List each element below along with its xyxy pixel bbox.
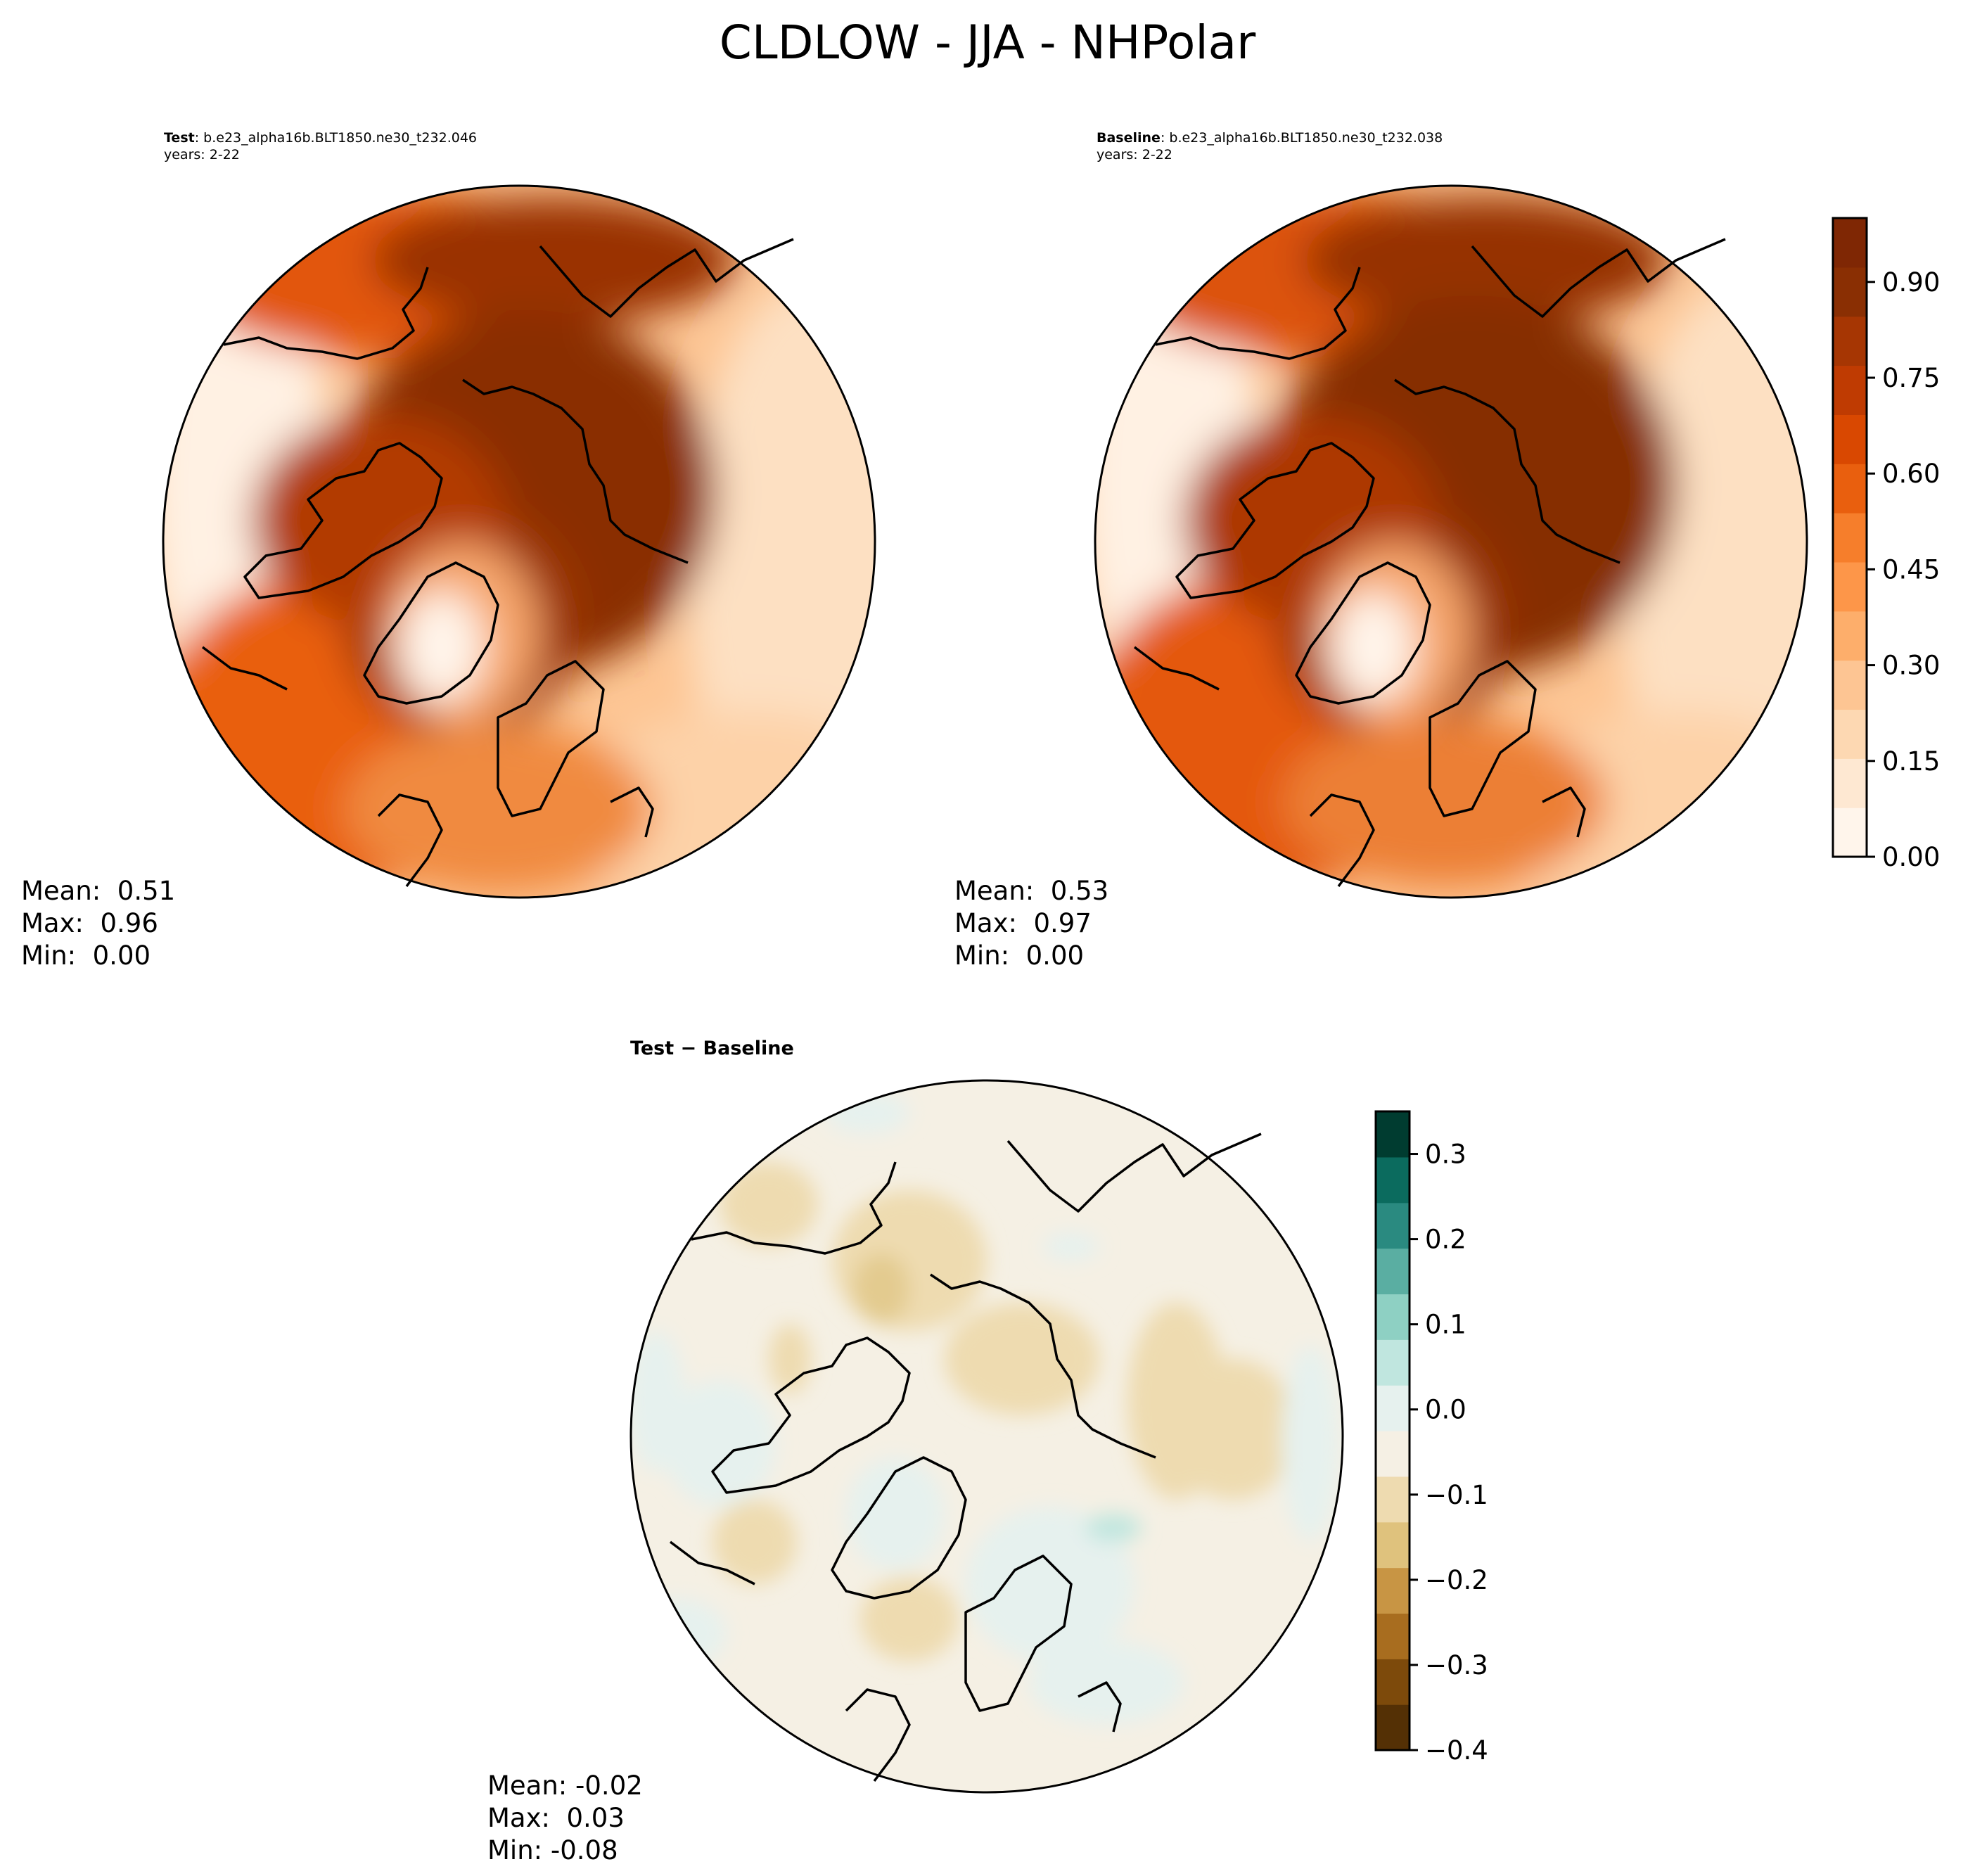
test-stats: Mean: 0.51 Max: 0.96 Min: 0.00 <box>21 875 175 972</box>
brbg-colorbar-segment <box>1376 1202 1410 1249</box>
brbg-colorbar-segment <box>1376 1567 1410 1614</box>
difference-map <box>629 1079 1344 1794</box>
oranges-colorbar-segment <box>1833 611 1867 661</box>
brbg-colorbar-segment <box>1376 1294 1410 1340</box>
brbg-colorbar-segment <box>1376 1156 1410 1204</box>
baseline-label-case: : b.e23_alpha16b.BLT1850.ne30_t232.038 <box>1160 130 1443 146</box>
brbg-colorbar-segment <box>1376 1704 1410 1751</box>
baseline-mean: Mean: 0.53 <box>954 876 1109 906</box>
test-label-bold: Test <box>164 130 195 146</box>
oranges-colorbar-segment <box>1833 660 1867 710</box>
brbg-colorbar-tick-label: −0.3 <box>1425 1650 1488 1680</box>
baseline-map-border <box>1094 184 1808 899</box>
oranges-colorbar-tick-label: 0.60 <box>1882 459 1940 489</box>
test-years: years: 2-22 <box>164 147 240 162</box>
baseline-max: Max: 0.97 <box>954 908 1092 938</box>
oranges-colorbar-tick-label: 0.45 <box>1882 554 1940 585</box>
oranges-colorbar-segment <box>1833 316 1867 366</box>
baseline-years: years: 2-22 <box>1097 147 1172 162</box>
brbg-colorbar-segment <box>1376 1111 1410 1158</box>
oranges-colorbar-segment <box>1833 758 1867 808</box>
difference-stats: Mean: -0.02 Max: 0.03 Min: -0.08 <box>487 1770 643 1867</box>
test-max: Max: 0.96 <box>21 908 158 938</box>
brbg-colorbar-segment <box>1376 1521 1410 1569</box>
brbg-colorbar-segment <box>1376 1385 1410 1431</box>
difference-max: Max: 0.03 <box>487 1803 625 1833</box>
baseline-stats: Mean: 0.53 Max: 0.97 Min: 0.00 <box>954 875 1108 972</box>
brbg-colorbar-segment <box>1376 1248 1410 1295</box>
brbg-colorbar-outline <box>1374 1110 1411 1751</box>
oranges-colorbar-tick-label: 0.00 <box>1882 842 1940 872</box>
oranges-colorbar-segment <box>1833 709 1867 759</box>
test-min: Min: 0.00 <box>21 940 151 971</box>
baseline-map <box>1094 184 1808 899</box>
test-panel-label: Test: b.e23_alpha16b.BLT1850.ne30_t232.0… <box>164 129 477 163</box>
brbg-colorbar: −0.4 −0.3 −0.2 −0.1 0.0 0.1 0.2 0.3 <box>1374 1110 1488 1766</box>
oranges-colorbar-segment <box>1833 267 1867 317</box>
oranges-colorbar-segment <box>1833 808 1867 857</box>
baseline-coastlines <box>1133 238 1726 888</box>
test-map-border <box>162 184 876 899</box>
brbg-colorbar-tick-label: −0.4 <box>1425 1735 1488 1766</box>
test-coastlines <box>201 238 794 888</box>
brbg-colorbar-segment <box>1376 1476 1410 1523</box>
brbg-colorbar-tick-label: −0.1 <box>1425 1480 1488 1510</box>
brbg-colorbar-tick-label: 0.0 <box>1425 1395 1466 1425</box>
difference-map-border <box>629 1079 1344 1794</box>
oranges-colorbar-segment <box>1833 365 1867 415</box>
oranges-colorbar-tick-label: 0.30 <box>1882 651 1940 681</box>
oranges-colorbar-tick-label: 0.90 <box>1882 267 1940 298</box>
figure-title: CLDLOW - JJA - NHPolar <box>719 15 1256 70</box>
test-map <box>162 184 876 899</box>
test-label-case: : b.e23_alpha16b.BLT1850.ne30_t232.046 <box>194 130 478 146</box>
difference-mean: Mean: -0.02 <box>487 1770 643 1801</box>
brbg-colorbar-tick-label: 0.3 <box>1425 1140 1466 1170</box>
oranges-colorbar-segment <box>1833 561 1867 612</box>
oranges-colorbar-outline <box>1832 217 1868 858</box>
baseline-label-bold: Baseline <box>1097 130 1161 146</box>
oranges-colorbar-tick-label: 0.75 <box>1882 363 1940 393</box>
baseline-min: Min: 0.00 <box>954 940 1085 971</box>
brbg-colorbar-segment <box>1376 1339 1410 1386</box>
baseline-panel-label: Baseline: b.e23_alpha16b.BLT1850.ne30_t2… <box>1097 129 1443 163</box>
brbg-colorbar-tick-label: 0.2 <box>1425 1225 1466 1255</box>
difference-min: Min: -0.08 <box>487 1835 618 1865</box>
brbg-colorbar-tick-label: −0.2 <box>1425 1565 1488 1595</box>
brbg-colorbar-tick-label: 0.1 <box>1425 1310 1466 1340</box>
difference-title: Test − Baseline <box>630 1038 794 1059</box>
brbg-colorbar-segment <box>1376 1659 1410 1705</box>
test-mean: Mean: 0.51 <box>21 876 176 906</box>
brbg-colorbar-segment <box>1376 1431 1410 1477</box>
oranges-colorbar-segment <box>1833 464 1867 513</box>
oranges-colorbar-segment <box>1833 218 1867 268</box>
oranges-colorbar-tick-label: 0.15 <box>1882 746 1940 777</box>
difference-coastlines <box>669 1132 1262 1782</box>
oranges-colorbar-segment <box>1833 414 1867 464</box>
brbg-colorbar-segment <box>1376 1613 1410 1659</box>
oranges-colorbar-segment <box>1833 513 1867 563</box>
oranges-colorbar: 0.00 0.15 0.30 0.45 0.60 0.75 0.90 <box>1832 217 1940 872</box>
